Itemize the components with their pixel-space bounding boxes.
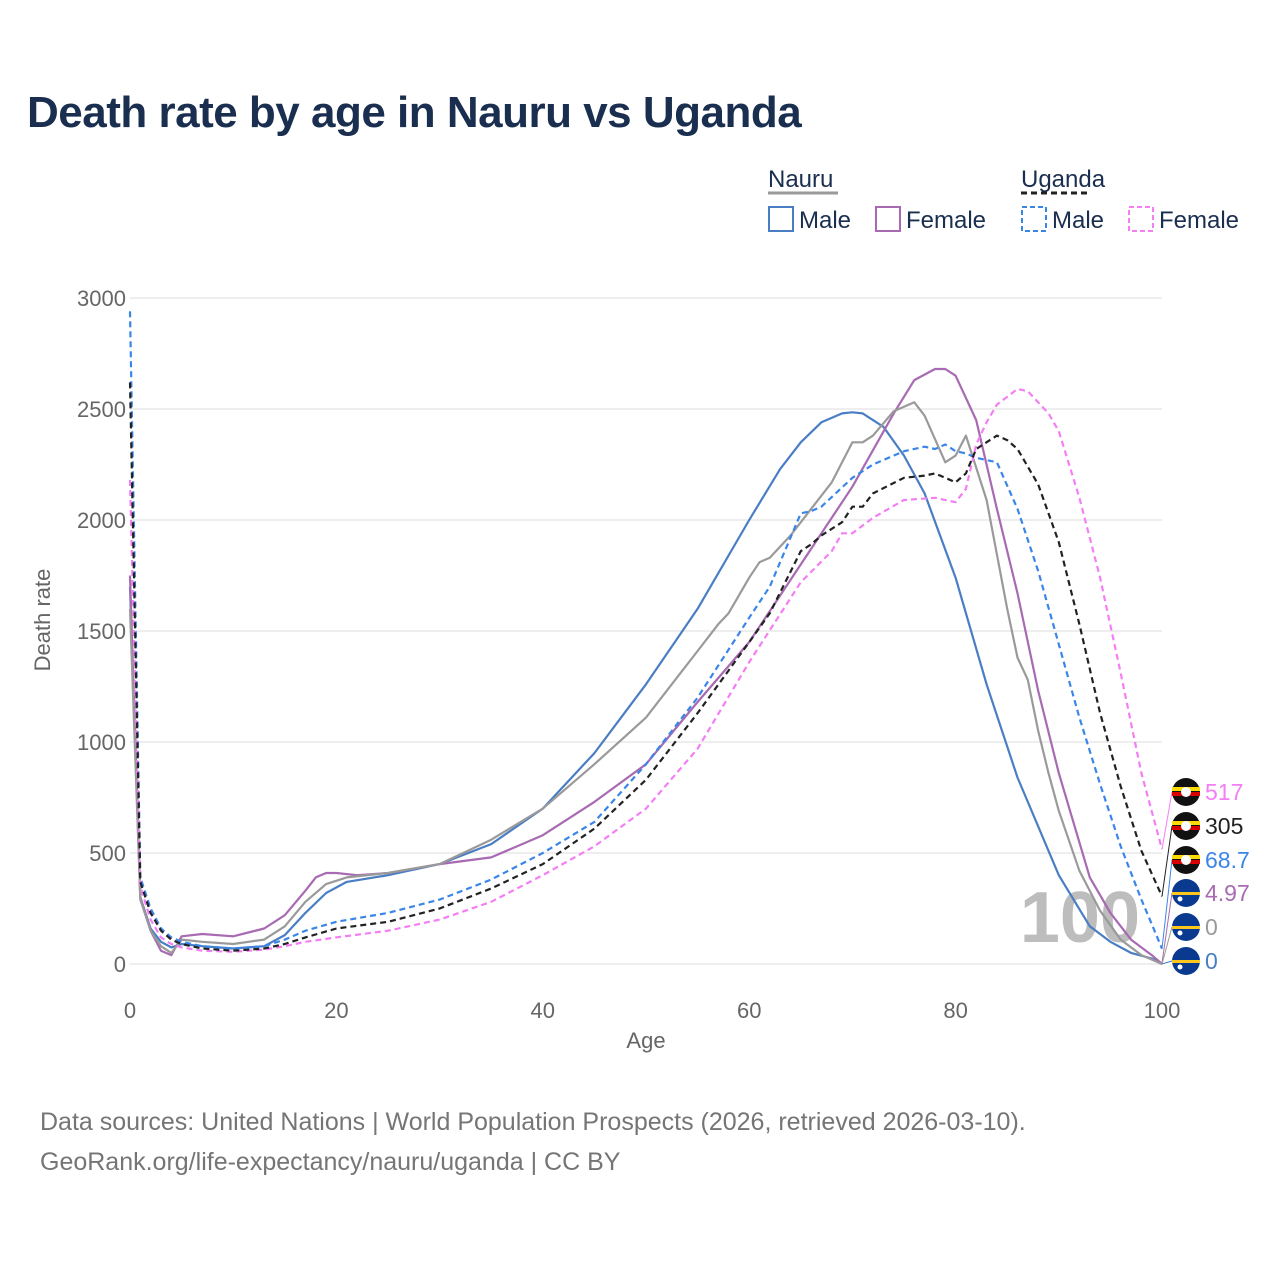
y-tick-label: 2500	[77, 397, 126, 422]
end-label-connector	[1161, 825, 1173, 897]
x-tick-label: 20	[324, 998, 348, 1023]
x-tick-label: 100	[1144, 998, 1181, 1023]
legend-group-uganda: Uganda	[1021, 166, 1106, 193]
source-url-note[interactable]: GeoRank.org/life-expectancy/nauru/uganda…	[40, 1148, 621, 1176]
uganda-flag-emblem	[1181, 821, 1191, 831]
series-line-uganda_total	[128, 382, 1164, 952]
y-tick-label: 2000	[77, 508, 126, 533]
end-value-label-uganda_female: 517	[1205, 779, 1243, 805]
series-line-nauru_female	[128, 367, 1163, 965]
legend-swatch-uganda_female	[1128, 206, 1154, 232]
legend-swatch-nauru_male	[768, 206, 794, 232]
series-line-uganda_male	[128, 311, 1164, 950]
legend-label-nauru_female: Female	[906, 207, 986, 234]
end-label-connector	[1161, 960, 1173, 965]
nauru-flag-stripe	[1172, 960, 1200, 963]
end-value-label-nauru_grey: 0	[1205, 914, 1218, 940]
end-label-connector	[1161, 892, 1173, 963]
series-line-nauru_male	[128, 411, 1163, 965]
end-value-label-uganda_total: 305	[1205, 813, 1243, 839]
nauru-flag-star	[1177, 896, 1183, 902]
nauru-flag-stripe	[1172, 892, 1200, 895]
y-axis-label: Death rate	[30, 569, 55, 672]
chart-title: Death rate by age in Nauru vs Uganda	[27, 88, 802, 137]
nauru-flag-stripe	[1172, 926, 1200, 929]
legend-swatch-nauru_female	[875, 206, 901, 232]
legend-group-nauru: Nauru	[768, 166, 833, 193]
y-tick-label: 0	[114, 952, 126, 977]
end-value-label-nauru_male: 0	[1205, 948, 1218, 974]
end-value-label-nauru_female: 4.97	[1205, 880, 1250, 906]
uganda-flag-emblem	[1181, 855, 1191, 865]
end-label-connector	[1161, 926, 1173, 965]
nauru-flag-star	[1177, 930, 1183, 936]
end-label-connector	[1161, 859, 1173, 949]
current-age-watermark: 100	[1020, 878, 1140, 958]
x-axis-label: Age	[626, 1028, 665, 1053]
x-tick-label: 60	[737, 998, 761, 1023]
y-tick-label: 1500	[77, 619, 126, 644]
legend-label-nauru_male: Male	[799, 207, 851, 234]
series-line-uganda_female	[128, 387, 1164, 953]
y-tick-label: 1000	[77, 730, 126, 755]
uganda-flag-emblem	[1181, 787, 1191, 797]
legend-swatch-uganda_male	[1021, 206, 1047, 232]
legend-label-uganda_female: Female	[1159, 207, 1239, 234]
data-source-note: Data sources: United Nations | World Pop…	[40, 1108, 1026, 1136]
end-label-connector	[1161, 791, 1173, 850]
x-tick-label: 80	[943, 998, 967, 1023]
series-line-nauru_grey	[128, 401, 1163, 966]
y-tick-label: 3000	[77, 286, 126, 311]
nauru-flag-star	[1177, 964, 1183, 970]
x-tick-label: 0	[124, 998, 136, 1023]
x-tick-label: 40	[531, 998, 555, 1023]
y-tick-label: 500	[89, 841, 126, 866]
end-value-label-uganda_male: 68.7	[1205, 847, 1250, 873]
legend-label-uganda_male: Male	[1052, 207, 1104, 234]
